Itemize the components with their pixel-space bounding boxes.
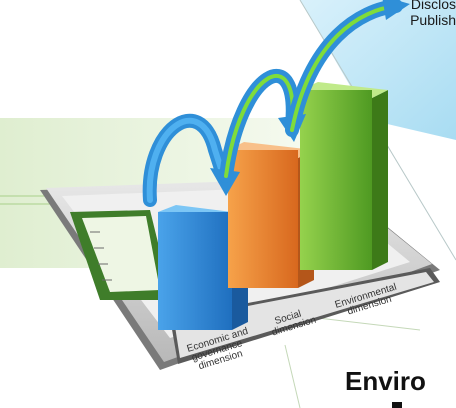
top-text-line: Publish: [410, 12, 456, 28]
arrow-3-inner: [290, 4, 398, 132]
green-bar-side: [372, 90, 388, 270]
diagonal-line: [284, 344, 301, 408]
section-heading: Enviro: [345, 366, 426, 396]
heading-fragment: [392, 402, 402, 408]
blue-bar: [158, 212, 232, 330]
green-plate-inner: [82, 216, 160, 292]
orange-bar: [228, 150, 298, 288]
arrow-3-head: [382, 0, 410, 20]
top-text-line: Disclos: [410, 0, 456, 12]
arrow-2-inner: [224, 73, 295, 178]
green-bar: [300, 90, 372, 270]
label-strip-face: [174, 272, 434, 358]
arrow-1-inner: [146, 117, 227, 203]
bar-label-economic: Economic and governance dimension: [186, 326, 250, 372]
